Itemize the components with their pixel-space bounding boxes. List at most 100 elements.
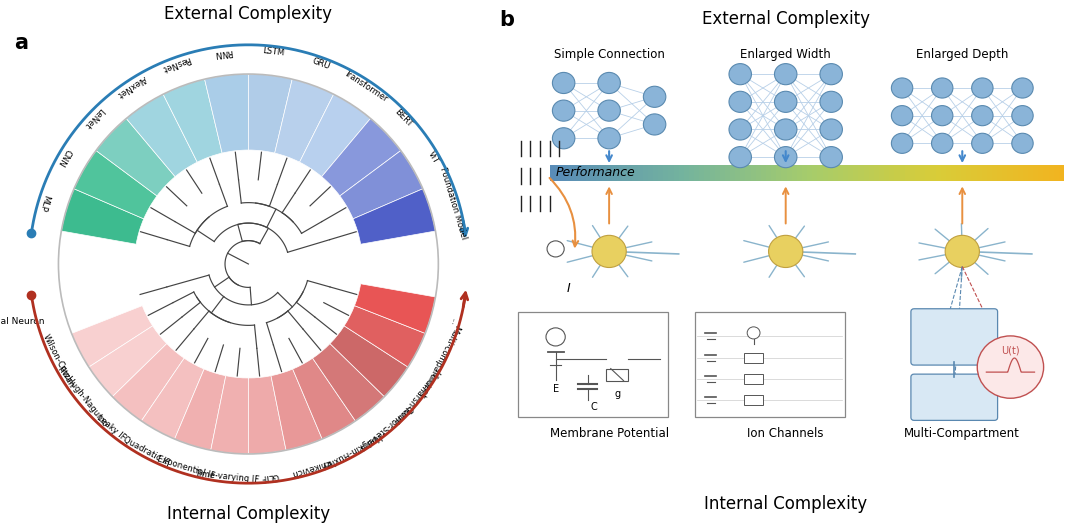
Bar — [885, 165, 890, 181]
Circle shape — [747, 327, 760, 339]
Bar — [920, 165, 926, 181]
Bar — [704, 165, 710, 181]
Wedge shape — [248, 74, 293, 153]
Bar — [946, 165, 951, 181]
Bar — [894, 165, 900, 181]
Circle shape — [592, 235, 626, 268]
Bar — [674, 165, 679, 181]
Bar — [627, 165, 633, 181]
Wedge shape — [175, 369, 226, 450]
Text: Enlarged Depth: Enlarged Depth — [916, 48, 1009, 61]
Bar — [751, 165, 756, 181]
Circle shape — [820, 91, 842, 112]
Text: Enlarged Width: Enlarged Width — [740, 48, 832, 61]
Circle shape — [552, 128, 575, 149]
Bar — [792, 165, 797, 181]
Wedge shape — [353, 189, 435, 244]
Circle shape — [820, 63, 842, 84]
Wedge shape — [96, 118, 175, 196]
Bar — [555, 165, 562, 181]
Text: External Complexity: External Complexity — [164, 5, 333, 23]
Bar — [900, 165, 905, 181]
Text: Ion Channels: Ion Channels — [747, 428, 824, 440]
Circle shape — [729, 147, 752, 168]
Circle shape — [552, 100, 575, 121]
Text: Internal Complexity: Internal Complexity — [704, 495, 867, 513]
Text: Quadratic IF: Quadratic IF — [122, 435, 171, 468]
Circle shape — [891, 106, 913, 126]
Bar — [1038, 165, 1044, 181]
Circle shape — [972, 106, 993, 126]
Bar — [725, 165, 730, 181]
Bar — [930, 165, 936, 181]
Bar — [812, 165, 818, 181]
Bar — [612, 165, 618, 181]
Wedge shape — [340, 150, 422, 219]
Bar — [797, 165, 802, 181]
Bar — [658, 165, 664, 181]
Bar — [961, 165, 967, 181]
Text: Performance: Performance — [555, 166, 635, 180]
Circle shape — [891, 78, 913, 98]
Text: Multi-compartment: Multi-compartment — [416, 323, 461, 399]
Bar — [643, 165, 648, 181]
Bar — [987, 165, 993, 181]
Circle shape — [1012, 78, 1034, 98]
Bar — [848, 165, 854, 181]
Bar — [889, 165, 895, 181]
FancyBboxPatch shape — [694, 312, 845, 417]
Bar — [766, 165, 772, 181]
Text: GLIF: GLIF — [260, 471, 280, 482]
Bar — [586, 165, 592, 181]
Text: Foundation Model: Foundation Model — [437, 166, 468, 240]
Bar — [710, 165, 715, 181]
Wedge shape — [112, 344, 185, 421]
Circle shape — [972, 78, 993, 98]
Bar — [735, 165, 741, 181]
Bar — [956, 165, 962, 181]
Bar — [1049, 165, 1054, 181]
Bar — [818, 165, 823, 181]
Bar — [967, 165, 972, 181]
Bar — [926, 165, 931, 181]
Circle shape — [729, 91, 752, 112]
Bar — [771, 165, 777, 181]
Circle shape — [774, 119, 797, 140]
Wedge shape — [71, 306, 152, 367]
Bar — [617, 165, 623, 181]
Bar — [786, 165, 793, 181]
Wedge shape — [126, 95, 198, 177]
Bar — [581, 165, 586, 181]
Circle shape — [769, 235, 802, 268]
Wedge shape — [75, 150, 157, 219]
Bar — [622, 165, 627, 181]
Bar — [740, 165, 746, 181]
FancyBboxPatch shape — [910, 309, 998, 365]
Text: b: b — [499, 10, 514, 30]
Bar — [653, 165, 659, 181]
Bar — [602, 165, 607, 181]
Bar — [874, 165, 879, 181]
Text: Hodgkin-Huxley: Hodgkin-Huxley — [319, 431, 382, 472]
Circle shape — [977, 336, 1043, 398]
Bar — [715, 165, 720, 181]
Bar — [1058, 165, 1065, 181]
Bar — [761, 165, 767, 181]
Bar — [648, 165, 653, 181]
Text: Izhikevich: Izhikevich — [289, 457, 333, 478]
Circle shape — [820, 119, 842, 140]
Bar — [827, 165, 834, 181]
Bar — [864, 165, 869, 181]
Bar — [950, 165, 957, 181]
Wedge shape — [312, 344, 384, 421]
Circle shape — [932, 78, 953, 98]
Text: GRU: GRU — [311, 56, 332, 71]
Text: External Complexity: External Complexity — [702, 10, 869, 28]
Text: C: C — [591, 402, 597, 412]
Circle shape — [644, 86, 666, 107]
Bar — [777, 165, 782, 181]
Bar — [833, 165, 838, 181]
Bar — [853, 165, 859, 181]
Bar — [566, 165, 571, 181]
Text: Leaky IF: Leaky IF — [95, 413, 127, 442]
